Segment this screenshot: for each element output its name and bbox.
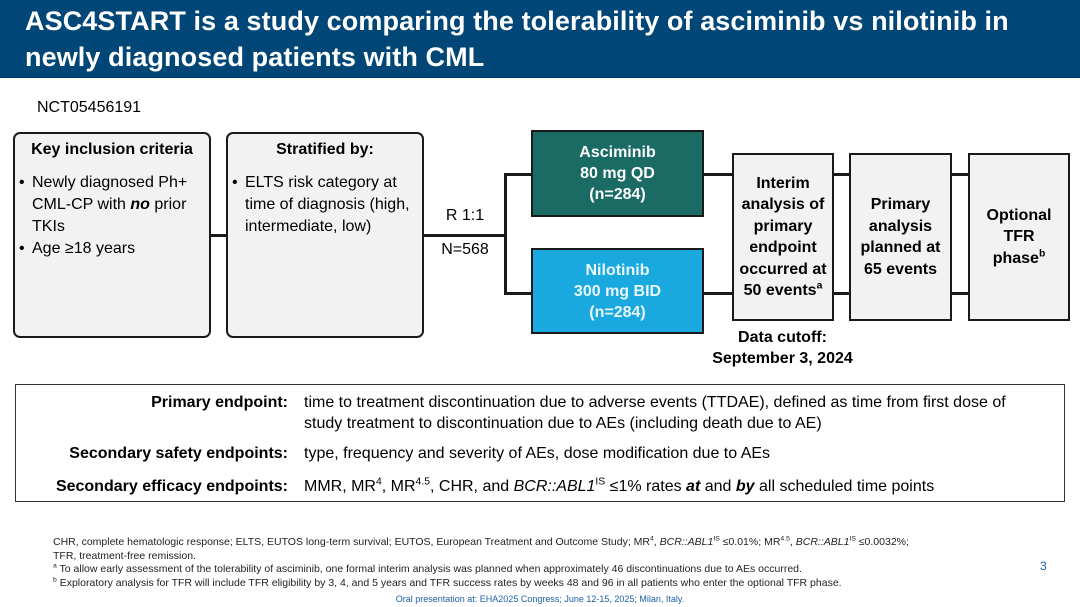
connector <box>504 173 507 295</box>
connector <box>504 292 531 295</box>
connector <box>704 292 733 295</box>
asciminib-arm: Asciminib 80 mg QD (n=284) <box>531 130 704 217</box>
footnote-a: a To allow early assessment of the toler… <box>53 562 802 575</box>
abbreviations-cont: TFR, treatment-free remission. <box>53 549 196 562</box>
nilotinib-arm: Nilotinib 300 mg BID (n=284) <box>531 248 704 334</box>
tfr-phase-box: Optional TFR phaseb <box>968 153 1070 321</box>
inclusion-item: Age ≥18 years <box>15 238 209 260</box>
total-enrollment: N=568 <box>441 241 489 258</box>
stratification-title: Stratified by: <box>276 141 374 158</box>
stratification-box: Stratified by: ELTS risk category at tim… <box>226 132 424 338</box>
connector <box>211 234 226 237</box>
slide-title: ASC4START is a study comparing the toler… <box>25 6 1009 72</box>
connector <box>424 234 507 237</box>
abbreviations: CHR, complete hematologic response; ELTS… <box>53 535 909 548</box>
page-number: 3 <box>1040 559 1047 573</box>
footnotes: CHR, complete hematologic response; ELTS… <box>53 536 1013 590</box>
randomization-ratio: R 1:1 <box>445 207 485 224</box>
trial-id: NCT05456191 <box>37 99 142 116</box>
interim-analysis-box: Interim analysis of primary endpoint occ… <box>732 153 834 321</box>
connector <box>504 173 531 176</box>
inclusion-criteria-title: Key inclusion criteria <box>31 141 193 158</box>
inclusion-criteria-box: Key inclusion criteria Newly diagnosed P… <box>13 132 211 338</box>
title-banner: ASC4START is a study comparing the toler… <box>0 0 1080 78</box>
connector <box>952 173 969 176</box>
presentation-credit: Oral presentation at: EHA2025 Congress; … <box>395 594 685 604</box>
connector <box>834 292 850 295</box>
inclusion-item: Newly diagnosed Ph+ CML-CP with no prior… <box>15 172 209 238</box>
connector <box>952 292 969 295</box>
footnote-b: b Exploratory analysis for TFR will incl… <box>53 576 842 589</box>
primary-analysis-box: Primary analysis planned at 65 events <box>849 153 952 321</box>
connector <box>704 173 733 176</box>
stratification-item: ELTS risk category at time of diagnosis … <box>228 172 422 238</box>
endpoints-table: Primary endpoint: time to treatment disc… <box>15 384 1065 502</box>
connector <box>834 173 850 176</box>
data-cutoff: Data cutoff: September 3, 2024 <box>712 329 853 367</box>
